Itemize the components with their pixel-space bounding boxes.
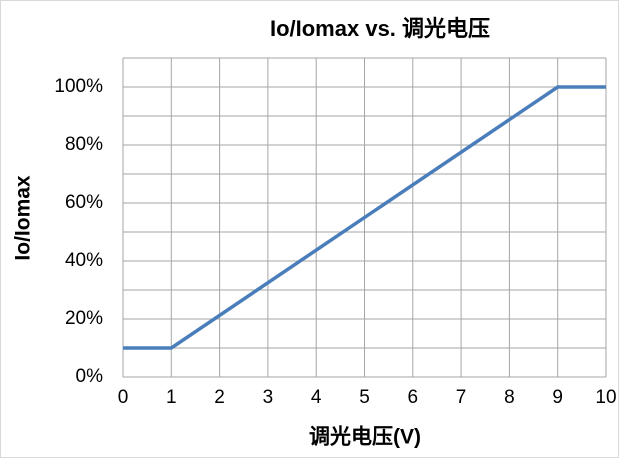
x-tick-label: 9 (552, 387, 563, 408)
x-tick-label: 0 (118, 387, 129, 408)
x-tick-label: 8 (504, 387, 515, 408)
x-tick-label: 10 (595, 387, 616, 408)
chart-title: Io/Iomax vs. 调光电压 (270, 16, 490, 41)
x-tick-label: 7 (456, 387, 467, 408)
y-axis-label: Io/Iomax (12, 175, 35, 261)
x-tick-label: 2 (214, 387, 225, 408)
x-tick-label: 6 (408, 387, 419, 408)
x-tick-label: 5 (359, 387, 370, 408)
x-tick-label: 1 (166, 387, 177, 408)
series-line (123, 85, 606, 350)
y-tick-label: 20% (65, 308, 103, 329)
y-tick-label: 0% (76, 366, 104, 387)
y-tick-label: 40% (65, 250, 103, 271)
y-tick-label: 60% (65, 192, 103, 213)
y-tick-label: 100% (54, 76, 103, 97)
y-tick-label: 80% (65, 134, 103, 155)
x-tick-label: 3 (263, 387, 274, 408)
x-axis-label: 调光电压(V) (309, 426, 421, 449)
x-tick-label: 4 (311, 387, 322, 408)
